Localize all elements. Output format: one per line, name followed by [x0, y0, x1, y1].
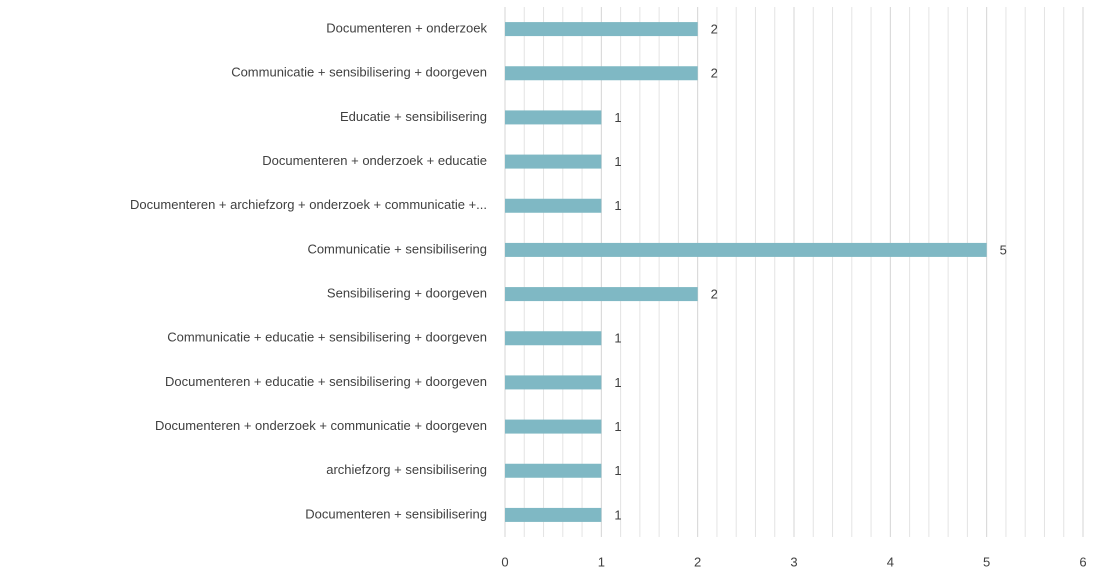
x-tick-label: 3: [790, 554, 797, 569]
bar: [505, 22, 698, 37]
data-label: 1: [614, 375, 621, 390]
data-label: 5: [1000, 242, 1007, 257]
bar: [505, 110, 602, 125]
data-label: 2: [711, 22, 718, 37]
bar: [505, 507, 602, 522]
data-label: 1: [614, 463, 621, 478]
bar: [505, 242, 987, 257]
y-tick-label: Documenteren + onderzoek + communicatie …: [155, 418, 487, 433]
y-tick-label: Sensibilisering + doorgeven: [327, 286, 487, 301]
y-tick-label: Documenteren + educatie + sensibiliserin…: [165, 374, 487, 389]
x-tick-label: 2: [694, 554, 701, 569]
x-tick-label: 5: [983, 554, 990, 569]
y-tick-label: Communicatie + sensibilisering: [307, 241, 487, 256]
data-label: 2: [711, 287, 718, 302]
bar: [505, 419, 602, 434]
y-tick-label: Documenteren + onderzoek: [326, 21, 487, 36]
y-tick-label: Communicatie + educatie + sensibiliserin…: [167, 330, 487, 345]
data-label: 2: [711, 66, 718, 81]
x-tick-label: 0: [501, 554, 508, 569]
y-tick-label: Documenteren + sensibilisering: [305, 506, 487, 521]
x-tick-label: 4: [887, 554, 894, 569]
bar: [505, 287, 698, 302]
data-label: 1: [614, 154, 621, 169]
data-label: 1: [614, 419, 621, 434]
bar: [505, 198, 602, 213]
y-tick-label: Communicatie + sensibilisering + doorgev…: [231, 65, 487, 80]
data-label: 1: [614, 507, 621, 522]
data-label: 1: [614, 331, 621, 346]
y-tick-label: Documenteren + onderzoek + educatie: [262, 153, 487, 168]
bar: [505, 375, 602, 390]
bar: [505, 463, 602, 478]
y-tick-label: Documenteren + archiefzorg + onderzoek +…: [130, 197, 487, 212]
y-tick-label: archiefzorg + sensibilisering: [326, 462, 487, 477]
x-tick-label: 6: [1079, 554, 1086, 569]
bar: [505, 331, 602, 346]
x-tick-label: 1: [598, 554, 605, 569]
bar: [505, 66, 698, 81]
bar: [505, 154, 602, 169]
data-label: 1: [614, 198, 621, 213]
y-tick-label: Educatie + sensibilisering: [340, 109, 487, 124]
data-label: 1: [614, 110, 621, 125]
